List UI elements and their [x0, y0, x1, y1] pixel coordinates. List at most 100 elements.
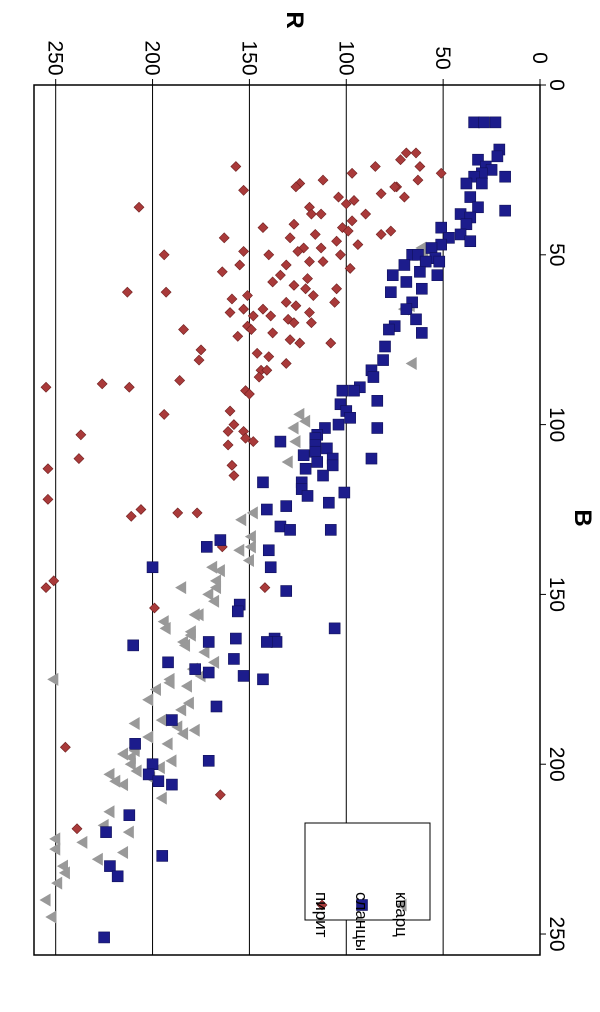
- point-triangle-9: [281, 455, 293, 469]
- point-triangle-75: [45, 910, 57, 924]
- point-square-69: [317, 469, 329, 482]
- point-triangle-63: [103, 805, 115, 819]
- point-square-61: [321, 442, 333, 455]
- point-diamond-28: [257, 222, 269, 234]
- point-diamond-5: [230, 161, 242, 172]
- point-square-33: [386, 269, 399, 281]
- point-square-104: [129, 738, 141, 750]
- point-square-19: [435, 221, 448, 234]
- point-diamond-76: [267, 327, 279, 339]
- point-square-51: [334, 398, 347, 411]
- point-square-98: [189, 663, 201, 675]
- point-square-99: [202, 666, 215, 679]
- point-diamond-60: [226, 293, 238, 305]
- point-square-103: [166, 714, 178, 726]
- point-triangle-38: [180, 679, 192, 693]
- point-square-84: [264, 561, 277, 574]
- point-diamond-62: [280, 296, 292, 308]
- point-diamond-116: [259, 582, 271, 594]
- legend-marker-triangle: [395, 898, 407, 912]
- point-diamond-79: [294, 337, 306, 349]
- point-diamond-47: [280, 259, 292, 271]
- point-diamond-51: [302, 273, 313, 285]
- legend-marker-square: [356, 899, 368, 911]
- point-diamond-115: [40, 582, 52, 594]
- point-diamond-1: [410, 147, 422, 159]
- point-diamond-97: [228, 419, 240, 431]
- point-square-5: [472, 153, 484, 166]
- point-diamond-31: [375, 229, 387, 240]
- point-square-2: [489, 116, 502, 129]
- point-diamond-118: [59, 741, 71, 753]
- point-diamond-61: [329, 296, 341, 308]
- point-square-97: [162, 656, 174, 669]
- point-square-107: [142, 768, 155, 781]
- point-diamond-87: [261, 364, 273, 376]
- point-triangle-74: [39, 893, 51, 907]
- point-diamond-107: [228, 470, 240, 481]
- point-diamond-18: [348, 195, 360, 206]
- point-square-80: [324, 524, 337, 536]
- point-diamond-75: [178, 324, 189, 335]
- point-diamond-102: [247, 436, 259, 448]
- point-square-65: [365, 452, 378, 465]
- point-diamond-37: [315, 242, 327, 254]
- point-diamond-59: [307, 290, 319, 301]
- point-triangle-46: [188, 723, 200, 737]
- point-square-95: [127, 639, 139, 652]
- point-diamond-41: [335, 249, 346, 261]
- point-triangle-12: [244, 530, 256, 544]
- point-triangle-42: [175, 703, 187, 717]
- point-diamond-39: [292, 245, 304, 257]
- point-diamond-100: [75, 429, 87, 441]
- point-diamond-44: [304, 256, 315, 268]
- point-square-73: [338, 486, 351, 499]
- point-diamond-7: [346, 167, 358, 179]
- point-square-89: [328, 622, 341, 635]
- point-triangle-30: [178, 638, 191, 652]
- point-square-59: [274, 435, 287, 448]
- point-square-42: [416, 327, 428, 339]
- point-triangle-11: [235, 513, 247, 527]
- point-square-34: [400, 276, 413, 288]
- point-diamond-4: [369, 161, 381, 172]
- point-triangle-15: [242, 553, 254, 567]
- point-diamond-17: [398, 191, 410, 203]
- point-square-46: [367, 371, 380, 383]
- point-square-105: [202, 755, 215, 767]
- point-triangle-62: [155, 791, 167, 805]
- point-square-71: [257, 476, 269, 489]
- point-square-77: [261, 503, 273, 516]
- point-triangle-58: [103, 767, 115, 781]
- b-axis-title: B: [569, 509, 596, 526]
- point-diamond-65: [257, 303, 269, 315]
- point-diamond-114: [48, 575, 60, 587]
- point-square-78: [274, 520, 287, 533]
- point-triangle-20: [175, 581, 187, 595]
- point-triangle-24: [188, 608, 200, 622]
- point-square-24: [425, 242, 438, 254]
- point-diamond-72: [305, 317, 317, 329]
- point-diamond-45: [317, 256, 329, 268]
- point-square-112: [156, 850, 169, 862]
- point-square-14: [472, 201, 484, 214]
- point-triangle-61: [116, 778, 129, 792]
- point-diamond-30: [342, 225, 354, 237]
- point-diamond-16: [333, 191, 344, 203]
- point-square-22: [464, 235, 477, 248]
- point-triangle-67: [76, 835, 88, 849]
- legend-label-3: кварц: [392, 892, 411, 937]
- point-square-21: [443, 232, 455, 244]
- point-square-85: [146, 561, 159, 574]
- point-triangle-68: [49, 842, 61, 856]
- point-diamond-54: [300, 283, 312, 295]
- point-triangle-55: [124, 757, 136, 771]
- point-square-48: [336, 384, 349, 397]
- point-triangle-73: [51, 876, 63, 890]
- point-square-28: [433, 255, 446, 268]
- point-square-10: [499, 170, 511, 183]
- point-diamond-26: [288, 218, 300, 230]
- point-diamond-101: [240, 432, 251, 444]
- point-triangle-22: [208, 594, 220, 608]
